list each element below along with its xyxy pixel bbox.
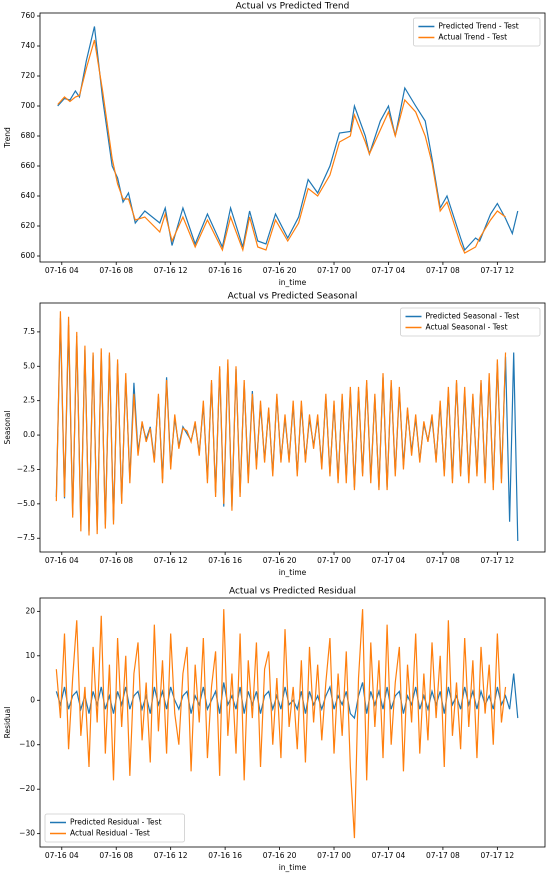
x-tick-label: 07-16 20 [263,851,297,860]
x-tick-label: 07-17 08 [426,266,460,275]
y-tick-label: 5.0 [23,361,35,370]
x-tick-label: 07-16 20 [263,556,297,565]
series-line [55,311,507,536]
x-tick-label: 07-17 08 [426,556,460,565]
x-tick-label: 07-16 08 [99,556,133,565]
x-tick-label: 07-17 12 [480,851,514,860]
y-tick-label: 740 [21,41,36,50]
x-tick-label: 07-16 16 [208,266,242,275]
x-tick-label: 07-16 04 [45,851,79,860]
subplot: Actual vs Predicted Trend in_time Trend 07-… [3,2,546,287]
legend-box [412,17,541,47]
y-tick-label: −2.5 [17,464,35,473]
plot-frame [39,12,546,263]
y-tick-label: 660 [21,161,36,170]
x-tick-label: 07-17 08 [426,851,460,860]
x-tick-label: 07-17 04 [372,851,406,860]
subplot: Actual vs Predicted Residual in_time Resid… [3,587,546,872]
legend-box [400,307,541,337]
subplot: Actual vs Predicted Seasonal in_time Seaso… [3,292,546,577]
y-tick-label: 720 [21,71,36,80]
x-tick-label: 07-17 00 [317,556,351,565]
series-line [57,26,519,252]
chart-title: Actual vs Predicted Seasonal [228,292,358,302]
y-axis-label: Trend [3,127,12,149]
y-tick-label: 700 [21,101,36,110]
y-tick-label: −10 [19,740,35,749]
legend-label: Actual Trend - Test [438,33,507,42]
y-tick-label: 10 [25,651,35,660]
x-tick-label: 07-16 20 [263,266,297,275]
x-tick-label: 07-17 12 [480,556,514,565]
legend-label: Predicted Seasonal - Test [426,312,520,321]
legend: Predicted Seasonal - Test Actual Seasonal… [400,307,541,337]
x-tick-label: 07-16 16 [208,851,242,860]
y-axis-label: Residual [3,707,12,739]
legend-box [44,813,185,843]
x-axis-label: in_time [279,863,307,872]
plot-frame [39,597,546,848]
y-axis-label: Seasonal [3,411,12,445]
legend-label: Predicted Residual - Test [70,818,162,827]
y-tick-label: 7.5 [23,327,35,336]
y-tick-label: −30 [19,829,35,838]
y-tick-label: 680 [21,131,36,140]
x-tick-label: 07-16 12 [154,556,188,565]
y-tick-label: 0 [30,695,35,704]
x-tick-label: 07-16 08 [99,851,133,860]
legend-label: Predicted Trend - Test [438,22,518,31]
plot-frame [39,302,546,553]
series-line [57,39,506,254]
legend: Predicted Trend - Test Actual Trend - Tes… [412,17,541,47]
x-tick-label: 07-16 04 [45,266,79,275]
x-axis-label: in_time [279,568,307,577]
chart-title: Actual vs Predicted Residual [229,587,356,597]
legend-label: Actual Seasonal - Test [426,323,508,332]
x-tick-label: 07-17 04 [372,556,406,565]
y-tick-label: 620 [21,221,36,230]
legend: Predicted Residual - Test Actual Residual… [44,813,185,843]
y-tick-label: 20 [25,606,35,615]
x-tick-label: 07-16 12 [154,266,188,275]
series-line [55,609,507,839]
x-tick-label: 07-17 12 [480,266,514,275]
series-line [55,318,519,542]
y-tick-label: 600 [21,251,36,260]
y-tick-label: 760 [21,11,36,20]
y-tick-label: 640 [21,191,36,200]
x-tick-label: 07-17 00 [317,266,351,275]
x-tick-label: 07-16 08 [99,266,133,275]
chart-title: Actual vs Predicted Trend [236,2,350,12]
x-tick-label: 07-17 00 [317,851,351,860]
x-tick-label: 07-16 04 [45,556,79,565]
y-tick-label: 0.0 [23,430,35,439]
y-tick-label: −20 [19,784,35,793]
x-tick-label: 07-16 12 [154,851,188,860]
x-tick-label: 07-17 04 [372,266,406,275]
x-axis-label: in_time [279,278,307,287]
y-tick-label: −7.5 [17,533,35,542]
y-tick-label: −5.0 [17,499,35,508]
y-tick-label: 2.5 [23,396,35,405]
x-tick-label: 07-16 16 [208,556,242,565]
legend-label: Actual Residual - Test [70,829,150,838]
